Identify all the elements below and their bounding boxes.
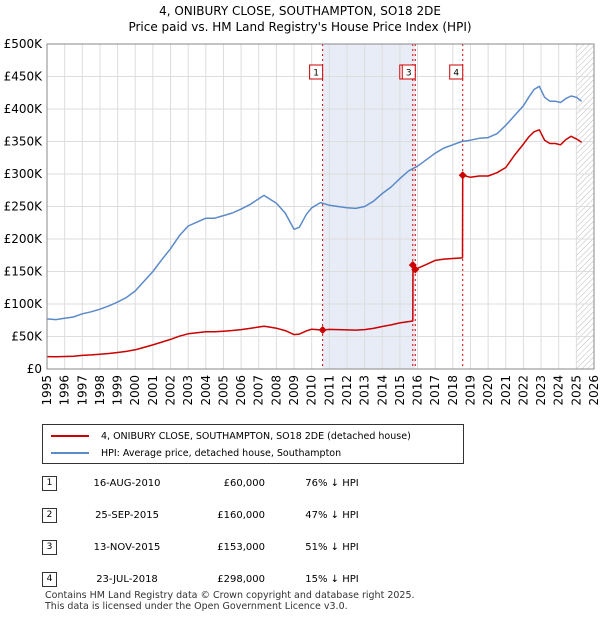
x-tick-label: 2014	[375, 375, 389, 406]
y-tick-label: £200K	[4, 232, 44, 246]
legend-swatch-hpi	[51, 452, 89, 454]
property-series-line	[46, 129, 583, 358]
table-row: 2 25-SEP-2015 £160,000 47% ↓ HPI	[42, 506, 462, 526]
transaction-point	[458, 171, 467, 180]
legend-item-hpi: HPI: Average price, detached house, Sout…	[51, 445, 341, 461]
transaction-point	[411, 265, 420, 274]
x-tick-label: 2020	[481, 375, 495, 406]
table-row: 3 13-NOV-2015 £153,000 51% ↓ HPI	[42, 538, 462, 558]
row-date: 25-SEP-2015	[95, 510, 159, 521]
x-tick-label: 2008	[269, 375, 283, 406]
y-tick-label: £500K	[4, 37, 44, 51]
x-tick-label: 2009	[287, 375, 301, 406]
x-tick-label: 2017	[428, 375, 442, 406]
x-tick-label: 2023	[534, 375, 548, 406]
row-marker: 2	[42, 508, 57, 523]
row-date: 16-AUG-2010	[93, 478, 161, 489]
footer-licence: This data is licensed under the Open Gov…	[45, 601, 348, 612]
x-tick-label: 2006	[234, 375, 248, 406]
x-tick-label: 2011	[322, 375, 336, 406]
x-tick-label: 2010	[305, 375, 319, 406]
y-tick-label: £400K	[4, 102, 44, 116]
y-tick-label: £450K	[4, 70, 44, 84]
transaction-marker-label: 3	[406, 69, 412, 79]
transaction-marker-label: 1	[313, 69, 319, 79]
chart-title: 4, ONIBURY CLOSE, SOUTHAMPTON, SO18 2DE	[159, 4, 441, 18]
y-tick-label: £50K	[11, 330, 43, 344]
y-tick-label: £100K	[4, 297, 44, 311]
row-date: 23-JUL-2018	[96, 574, 158, 585]
transaction-point	[318, 326, 327, 334]
x-tick-label: 1999	[111, 375, 125, 406]
x-tick-label: 2019	[463, 375, 477, 406]
x-tick-label: 2004	[199, 375, 213, 406]
x-tick-label: 2005	[216, 375, 230, 406]
price-chart: 1234 £0£50K£100K£150K£200K£250K£300K£350…	[4, 37, 600, 406]
x-tick-label: 2012	[340, 375, 354, 406]
transaction-marker-box	[401, 64, 416, 80]
plot-frame	[46, 43, 595, 370]
y-tick-label: £150K	[4, 265, 44, 279]
table-row: 4 23-JUL-2018 £298,000 15% ↓ HPI	[42, 570, 462, 590]
row-price: £160,000	[217, 510, 265, 521]
row-date: 13-NOV-2015	[93, 542, 161, 553]
x-tick-label: 2015	[393, 375, 407, 406]
row-price: £298,000	[217, 574, 265, 585]
x-tick-label: 2003	[181, 375, 195, 406]
x-tick-label: 2026	[587, 375, 600, 406]
x-tick-label: 2024	[552, 375, 566, 406]
row-price: £60,000	[223, 478, 265, 489]
chart-subtitle: Price paid vs. HM Land Registry's House …	[128, 20, 472, 34]
footer-copyright: Contains HM Land Registry data © Crown c…	[45, 590, 415, 601]
x-tick-label: 2002	[164, 375, 178, 406]
row-marker: 1	[42, 476, 57, 491]
x-tick-label: 2001	[146, 375, 160, 406]
y-tick-label: £350K	[4, 135, 44, 149]
y-tick-label: £0	[27, 362, 42, 376]
row-hpi: 76% ↓ HPI	[305, 478, 359, 489]
x-tick-label: 1997	[75, 375, 89, 406]
x-tick-label: 1998	[93, 375, 107, 406]
x-tick-label: 2018	[446, 375, 460, 406]
row-hpi: 47% ↓ HPI	[305, 510, 359, 521]
row-marker: 4	[42, 572, 57, 587]
x-tick-label: 1995	[40, 375, 54, 406]
legend: 4, ONIBURY CLOSE, SOUTHAMPTON, SO18 2DE …	[42, 424, 464, 464]
transaction-marker-box	[449, 64, 464, 80]
legend-swatch-property	[51, 435, 89, 437]
x-tick-label: 2007	[252, 375, 266, 406]
x-tick-label: 2016	[411, 375, 425, 406]
x-tick-label: 2025	[569, 375, 583, 406]
legend-item-property: 4, ONIBURY CLOSE, SOUTHAMPTON, SO18 2DE …	[51, 428, 411, 444]
legend-label-hpi: HPI: Average price, detached house, Sout…	[101, 447, 342, 459]
row-price: £153,000	[217, 542, 265, 553]
table-row: 1 16-AUG-2010 £60,000 76% ↓ HPI	[42, 474, 462, 494]
x-tick-label: 1996	[58, 375, 72, 406]
x-tick-label: 2022	[516, 375, 530, 406]
x-tick-label: 2021	[499, 375, 513, 406]
y-tick-label: £250K	[4, 200, 44, 214]
y-tick-label: £300K	[4, 167, 44, 181]
transaction-marker-box	[309, 64, 324, 80]
x-tick-label: 2013	[358, 375, 372, 406]
row-marker: 3	[42, 540, 57, 555]
legend-label-property: 4, ONIBURY CLOSE, SOUTHAMPTON, SO18 2DE …	[101, 430, 411, 442]
x-tick-label: 2000	[128, 375, 142, 406]
row-hpi: 15% ↓ HPI	[305, 574, 359, 585]
transaction-marker-label: 4	[453, 69, 459, 79]
hpi-series-line	[46, 85, 583, 321]
row-hpi: 51% ↓ HPI	[305, 542, 359, 553]
